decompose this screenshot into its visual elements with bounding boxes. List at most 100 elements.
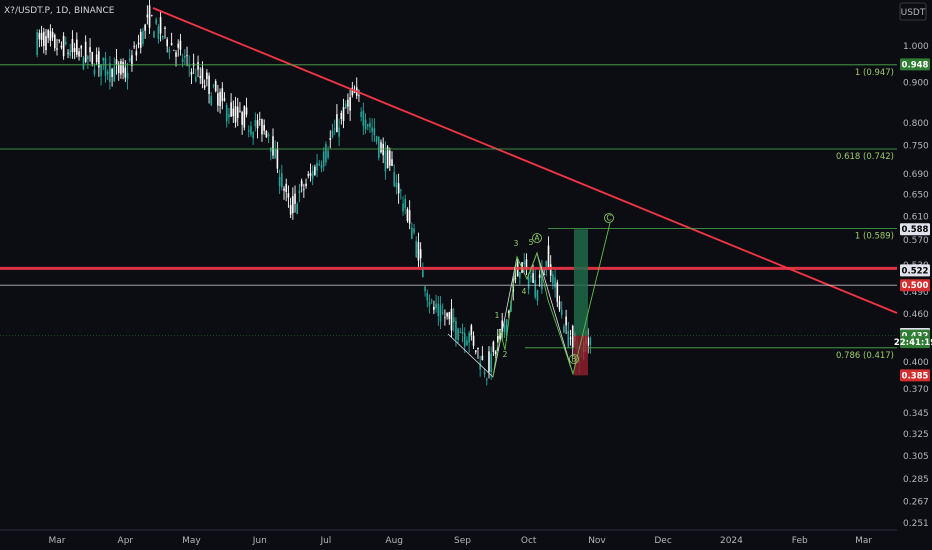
candle-body: [254, 119, 257, 127]
candle-body: [488, 351, 490, 372]
candle-body: [369, 122, 371, 128]
price-tag-label: 0.588: [902, 225, 929, 235]
candle-body: [128, 58, 131, 61]
candle-body: [93, 69, 96, 75]
candle-body: [208, 75, 210, 94]
candle-body: [331, 130, 334, 138]
wave-label-circle: [569, 354, 579, 364]
candle-body: [366, 124, 369, 127]
candle-body: [452, 317, 455, 323]
wave-label: 1: [495, 311, 500, 320]
candle-body: [80, 45, 83, 49]
candle-body: [569, 337, 572, 339]
candle-body: [161, 36, 164, 38]
time-axis-tick: Dec: [654, 536, 671, 546]
candle-body: [217, 93, 219, 106]
candle-body: [543, 274, 545, 276]
candle-body: [91, 51, 94, 64]
candle-body: [272, 136, 274, 156]
candle-body: [142, 30, 144, 44]
price-scale-tick: 0.490: [903, 288, 929, 298]
time-axis-tick: Mar: [855, 536, 872, 546]
candle-body: [558, 301, 561, 310]
candle-body: [305, 183, 307, 187]
candle-body: [296, 204, 299, 215]
candle-body: [444, 317, 446, 319]
candle-body: [56, 48, 58, 50]
currency-label: USDT: [901, 8, 926, 18]
candle-body: [62, 35, 65, 57]
candle-body: [433, 306, 435, 310]
candle-body: [166, 39, 168, 47]
candle-body: [481, 355, 484, 360]
candle-body: [190, 71, 193, 75]
candle-body: [413, 228, 415, 233]
candle-body: [459, 331, 462, 333]
candle-body: [65, 41, 67, 45]
time-axis-tick: Feb: [792, 536, 808, 546]
candle-body: [100, 64, 102, 76]
candle-body: [571, 325, 574, 348]
candle-body: [347, 99, 349, 107]
candle-body: [285, 183, 288, 193]
candle-body: [67, 52, 69, 54]
candle-body: [36, 31, 38, 56]
candle-body: [73, 48, 76, 52]
candle-body: [525, 259, 528, 269]
candle-body: [318, 163, 321, 165]
candle-body: [109, 63, 111, 83]
wave-label-circle: [604, 213, 614, 223]
candle-body: [148, 5, 151, 28]
price-scale-tick: 0.305: [903, 452, 929, 462]
candle-body: [309, 173, 312, 176]
candle-body: [342, 107, 345, 122]
candle-body: [219, 91, 221, 107]
candle-body: [126, 73, 129, 80]
candle-body: [124, 67, 127, 78]
candle-body: [448, 312, 451, 320]
candle-body: [322, 151, 325, 167]
price-tag-label: 0.500: [902, 281, 929, 291]
candle-body: [393, 172, 396, 187]
price-scale-tick: 0.400: [903, 358, 929, 368]
price-tag-bg: [900, 58, 930, 71]
candle-body: [303, 189, 305, 191]
candle-body: [245, 107, 248, 115]
price-scale-tick: 0.267: [903, 498, 929, 508]
candle-body: [384, 150, 387, 172]
price-scale-tick: 0.800: [903, 119, 929, 129]
candle-body: [122, 61, 124, 73]
candle-body: [234, 106, 237, 123]
candle-body: [263, 125, 265, 131]
candle-body: [164, 27, 166, 30]
candle-body: [563, 326, 565, 333]
price-tag-label: 0.385: [902, 371, 929, 381]
candle-body: [212, 85, 215, 87]
candle-body: [503, 324, 506, 333]
candle-body: [53, 34, 56, 49]
candle-body: [175, 52, 177, 57]
candle-body: [225, 105, 228, 122]
candle-body: [477, 347, 479, 350]
wave-label: 2: [503, 350, 508, 359]
target-zone: [574, 229, 588, 336]
candle-body: [587, 337, 589, 346]
candle-body: [395, 182, 398, 188]
candle-body: [450, 308, 453, 331]
price-scale-tick: 0.251: [903, 519, 929, 529]
candle-body: [120, 61, 122, 75]
candle-body: [527, 277, 530, 289]
price-scale-tick: 0.460: [903, 310, 929, 320]
candle-body: [241, 112, 243, 125]
candle-body: [320, 165, 323, 169]
candle-body: [230, 102, 232, 117]
candle-body: [159, 17, 162, 34]
candle-body: [170, 42, 173, 45]
candle-body: [349, 97, 351, 111]
candle-body: [419, 249, 422, 259]
candle-body: [250, 126, 252, 135]
candle-body: [556, 282, 559, 302]
candle-body: [402, 203, 404, 212]
